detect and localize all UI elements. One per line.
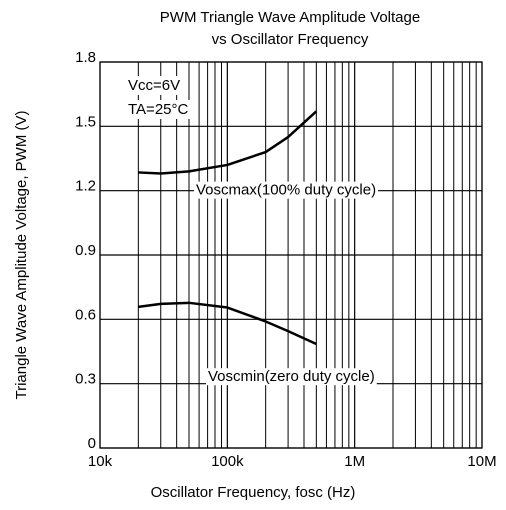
label-background <box>206 368 377 386</box>
plot-frame <box>99 61 483 449</box>
x-tick-label: 100k <box>211 453 244 470</box>
y-tick-label: 1.2 <box>75 178 96 195</box>
annotation: Vcc=6V <box>128 77 180 94</box>
y-tick-label: 0 <box>88 435 96 452</box>
annotation: TA=25°C <box>128 101 188 118</box>
chart-title: PWM Triangle Wave Amplitude Voltage <box>160 9 420 26</box>
y-tick-label: 0.3 <box>75 371 96 388</box>
x-tick-label: 10k <box>88 453 113 470</box>
series-label: Voscmin(zero duty cycle) <box>208 368 375 385</box>
label-background <box>194 181 379 199</box>
y-tick-label: 1.8 <box>75 49 96 66</box>
x-tick-label: 1M <box>344 453 365 470</box>
y-tick-label: 1.5 <box>75 113 96 130</box>
chart-title: vs Oscillator Frequency <box>212 31 369 48</box>
annotation-background <box>126 75 183 95</box>
x-tick-label: 10M <box>467 453 496 470</box>
y-axis-label: Triangle Wave Amplitude Voltage, PWM (V) <box>13 110 30 399</box>
y-tick-label: 0.9 <box>75 242 96 259</box>
annotation-background <box>126 99 191 119</box>
series-label: Voscmax(100% duty cycle) <box>196 182 376 199</box>
y-tick-label: 0.6 <box>75 306 96 323</box>
line-series <box>138 301 317 346</box>
line-series <box>138 110 318 175</box>
x-axis-label: Oscillator Frequency, fosc (Hz) <box>151 484 356 501</box>
